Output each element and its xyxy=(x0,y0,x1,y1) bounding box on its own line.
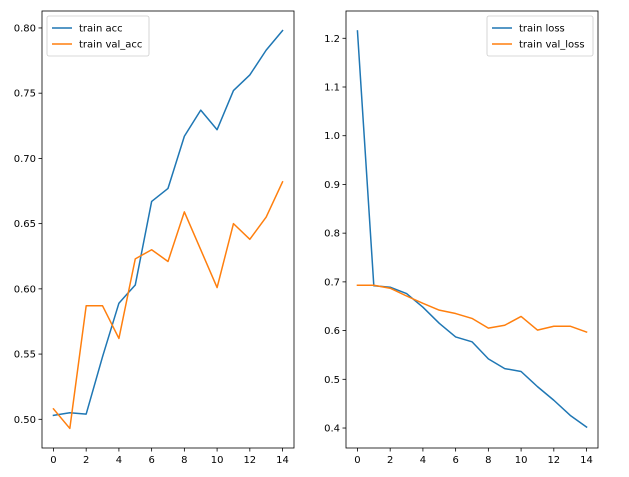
y-tick-label: 0.4 xyxy=(324,424,340,435)
y-tick-label: 0.50 xyxy=(14,415,36,426)
x-tick-label: 0 xyxy=(354,455,360,466)
y-tick-label: 0.9 xyxy=(324,180,340,191)
series-line-train-val-loss xyxy=(356,284,588,334)
series-line-train-loss xyxy=(356,30,588,429)
x-tick-label: 10 xyxy=(211,455,224,466)
y-tick-label: 0.65 xyxy=(14,219,36,230)
y-tick-label: 0.6 xyxy=(324,326,340,337)
x-tick-label: 4 xyxy=(420,455,426,466)
y-tick-label: 0.8 xyxy=(324,229,340,240)
y-tick-label: 0.5 xyxy=(324,375,340,386)
chart-panel-2: 0 2 4 6 8 10 12 14 0.4 0.5 0.6 0.7 0.8 0.9 1.0 1.1 1.2 tr… xyxy=(324,10,599,466)
series-line-train-acc xyxy=(52,29,284,417)
legend-box xyxy=(46,15,150,57)
y-tick-label: 0.55 xyxy=(14,350,36,361)
y-tick-label: 0.60 xyxy=(14,284,36,295)
legend-label: train loss xyxy=(519,24,565,35)
plot-frame xyxy=(41,10,295,449)
plot-frame xyxy=(345,10,599,449)
y-tick-label: 0.75 xyxy=(14,89,36,100)
legend-label: train val_acc xyxy=(79,40,142,51)
y-tick-label: 1.0 xyxy=(324,131,340,142)
x-tick-label: 4 xyxy=(116,455,122,466)
legend-box xyxy=(486,15,594,57)
x-tick-label: 12 xyxy=(547,455,560,466)
chart-panel-1: 0 2 4 6 8 10 12 14 0.50 0.55 0.60 0.65 0.70 0.75 0.80 t… xyxy=(14,10,295,466)
x-tick-label: 10 xyxy=(515,455,528,466)
x-tick-label: 2 xyxy=(387,455,393,466)
x-tick-label: 14 xyxy=(276,455,289,466)
x-tick-label: 12 xyxy=(243,455,256,466)
series-line-train-val-acc xyxy=(52,180,284,430)
x-tick-label: 8 xyxy=(181,455,187,466)
legend: train acc train val_acc xyxy=(46,15,150,57)
legend: train loss train val_loss xyxy=(486,15,594,57)
y-tick-label: 1.2 xyxy=(324,34,340,45)
y-tick-label: 0.7 xyxy=(324,277,340,288)
x-tick-label: 8 xyxy=(485,455,491,466)
y-tick-label: 0.70 xyxy=(14,154,36,165)
x-tick-label: 0 xyxy=(50,455,56,466)
y-tick-label: 1.1 xyxy=(324,83,340,94)
x-tick-label: 14 xyxy=(580,455,593,466)
x-tick-label: 6 xyxy=(452,455,458,466)
x-tick-label: 2 xyxy=(83,455,89,466)
y-tick-label: 0.80 xyxy=(14,23,36,34)
legend-label: train val_loss xyxy=(519,40,585,51)
legend-label: train acc xyxy=(79,24,123,35)
x-tick-label: 6 xyxy=(148,455,154,466)
